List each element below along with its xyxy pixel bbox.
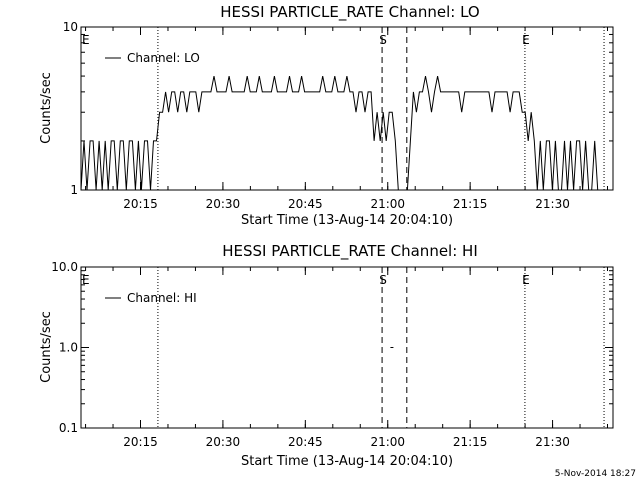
- hi-x-tick-label: 20:15: [123, 435, 158, 449]
- hi-x-tick-label: 21:30: [535, 435, 570, 449]
- lo-x-axis-label: Start Time (13-Aug-14 20:04:10): [241, 213, 453, 228]
- lo-x-tick-label: 20:15: [123, 197, 158, 211]
- hi-chart-title: HESSI PARTICLE_RATE Channel: HI: [222, 242, 478, 261]
- hi-y-tick-label: 1.0: [59, 341, 78, 355]
- lo-chart-title: HESSI PARTICLE_RATE Channel: LO: [220, 3, 479, 22]
- lo-x-tick-label: 20:30: [206, 197, 241, 211]
- lo-plot-frame: [80, 26, 614, 191]
- lo-series-line: [80, 76, 599, 191]
- hi-legend-label: Channel: HI: [127, 291, 197, 305]
- hi-channel-panel: HESSI PARTICLE_RATE Channel: HI Start Ti…: [39, 242, 614, 469]
- hi-marker-label: E: [82, 273, 90, 287]
- lo-y-axis-label: Counts/sec: [39, 72, 54, 144]
- hi-y-tick-label: 10.0: [51, 260, 78, 274]
- hi-x-tick-label: 21:00: [370, 435, 405, 449]
- hi-x-tick-label: 20:30: [206, 435, 241, 449]
- lo-x-tick-label: 21:15: [453, 197, 488, 211]
- lo-y-tick-label: 10: [63, 20, 78, 34]
- hi-x-tick-label: 21:15: [453, 435, 488, 449]
- lo-marker-label: E: [522, 33, 530, 47]
- lo-x-tick-label: 21:30: [535, 197, 570, 211]
- lo-y-tick-label: 1: [70, 183, 78, 197]
- hi-marker-label: S: [379, 273, 387, 287]
- hi-y-axis-label: Counts/sec: [39, 311, 54, 383]
- lo-legend-label: Channel: LO: [127, 51, 200, 65]
- lo-marker-label: S: [379, 33, 387, 47]
- lo-marker-label: E: [82, 33, 90, 47]
- lo-x-tick-label: 20:45: [288, 197, 323, 211]
- hi-x-axis-label: Start Time (13-Aug-14 20:04:10): [241, 454, 453, 469]
- lo-x-tick-label: 21:00: [370, 197, 405, 211]
- hi-marker-label: E: [522, 273, 530, 287]
- lo-channel-panel: HESSI PARTICLE_RATE Channel: LO Start Ti…: [39, 3, 614, 228]
- hi-x-tick-label: 20:45: [288, 435, 323, 449]
- generation-timestamp: 5-Nov-2014 18:27: [555, 469, 636, 479]
- hi-y-tick-label: 0.1: [59, 421, 78, 435]
